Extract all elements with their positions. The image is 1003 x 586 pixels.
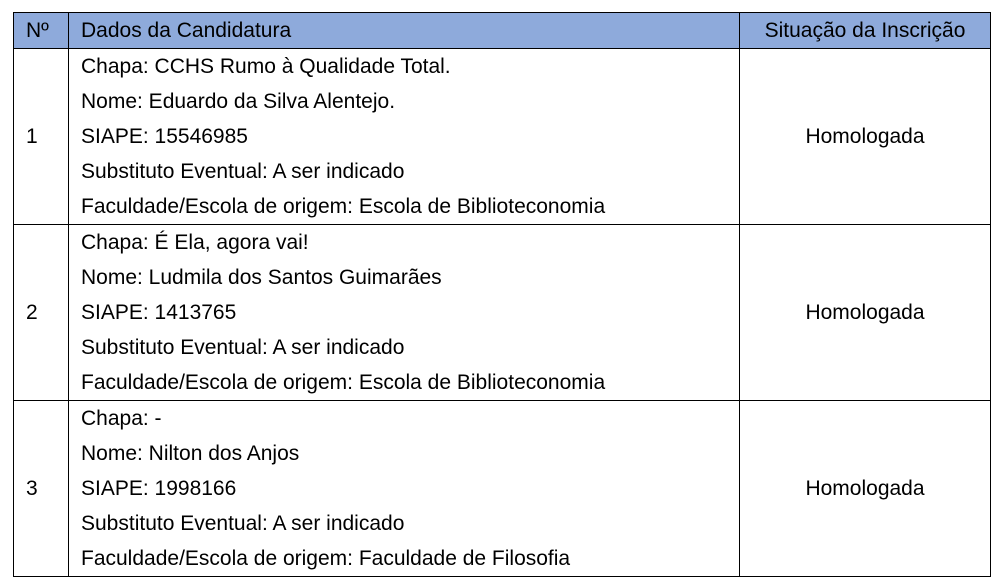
situacao-cell: Homologada bbox=[739, 224, 991, 401]
candidaturas-table: Nº Dados da Candidatura Situação da Insc… bbox=[13, 12, 991, 577]
dados-line: Substituto Eventual: A ser indicado bbox=[81, 336, 405, 359]
situacao-cell: Homologada bbox=[739, 48, 991, 225]
dados-line: Chapa: É Ela, agora vai! bbox=[81, 231, 309, 254]
dados-line: Chapa: - bbox=[81, 407, 162, 430]
table-row: 3 Chapa: - Nome: Nilton dos Anjos SIAPE: 19… bbox=[13, 400, 991, 577]
situacao-cell: Homologada bbox=[739, 400, 991, 577]
dados-line: Nome: Eduardo da Silva Alentejo. bbox=[81, 90, 396, 113]
dados-line: SIAPE: 1998166 bbox=[81, 477, 237, 500]
row-num: 1 bbox=[13, 48, 69, 225]
dados-line: Chapa: CCHS Rumo à Qualidade Total. bbox=[81, 55, 451, 78]
dados-line: Faculdade/Escola de origem: Escola de Bi… bbox=[81, 371, 606, 394]
row-num: 3 bbox=[13, 400, 69, 577]
dados-line: Substituto Eventual: A ser indicado bbox=[81, 160, 405, 183]
candidatura-dados: Chapa: CCHS Rumo à Qualidade Total. Nome:… bbox=[68, 48, 740, 225]
header-dados: Dados da Candidatura bbox=[68, 12, 740, 49]
candidatura-dados: Chapa: - Nome: Nilton dos Anjos SIAPE: 199… bbox=[68, 400, 740, 577]
row-num: 2 bbox=[13, 224, 69, 401]
candidatura-dados: Chapa: É Ela, agora vai! Nome: Ludmila do… bbox=[68, 224, 740, 401]
dados-line: Faculdade/Escola de origem: Faculdade de… bbox=[81, 547, 571, 570]
dados-line: Nome: Nilton dos Anjos bbox=[81, 442, 300, 465]
header-situacao: Situação da Inscrição bbox=[739, 12, 991, 49]
dados-line: Substituto Eventual: A ser indicado bbox=[81, 512, 405, 535]
dados-line: Faculdade/Escola de origem: Escola de Bi… bbox=[81, 195, 606, 218]
table-row: 1 Chapa: CCHS Rumo à Qualidade Total. Nome… bbox=[13, 48, 991, 225]
dados-line: SIAPE: 15546985 bbox=[81, 125, 248, 148]
dados-line: SIAPE: 1413765 bbox=[81, 301, 237, 324]
table-row: 2 Chapa: É Ela, agora vai! Nome: Ludmila d… bbox=[13, 224, 991, 401]
header-num: Nº bbox=[13, 12, 69, 49]
dados-line: Nome: Ludmila dos Santos Guimarães bbox=[81, 266, 442, 289]
header-row: Nº Dados da Candidatura Situação da Insc… bbox=[13, 12, 991, 49]
